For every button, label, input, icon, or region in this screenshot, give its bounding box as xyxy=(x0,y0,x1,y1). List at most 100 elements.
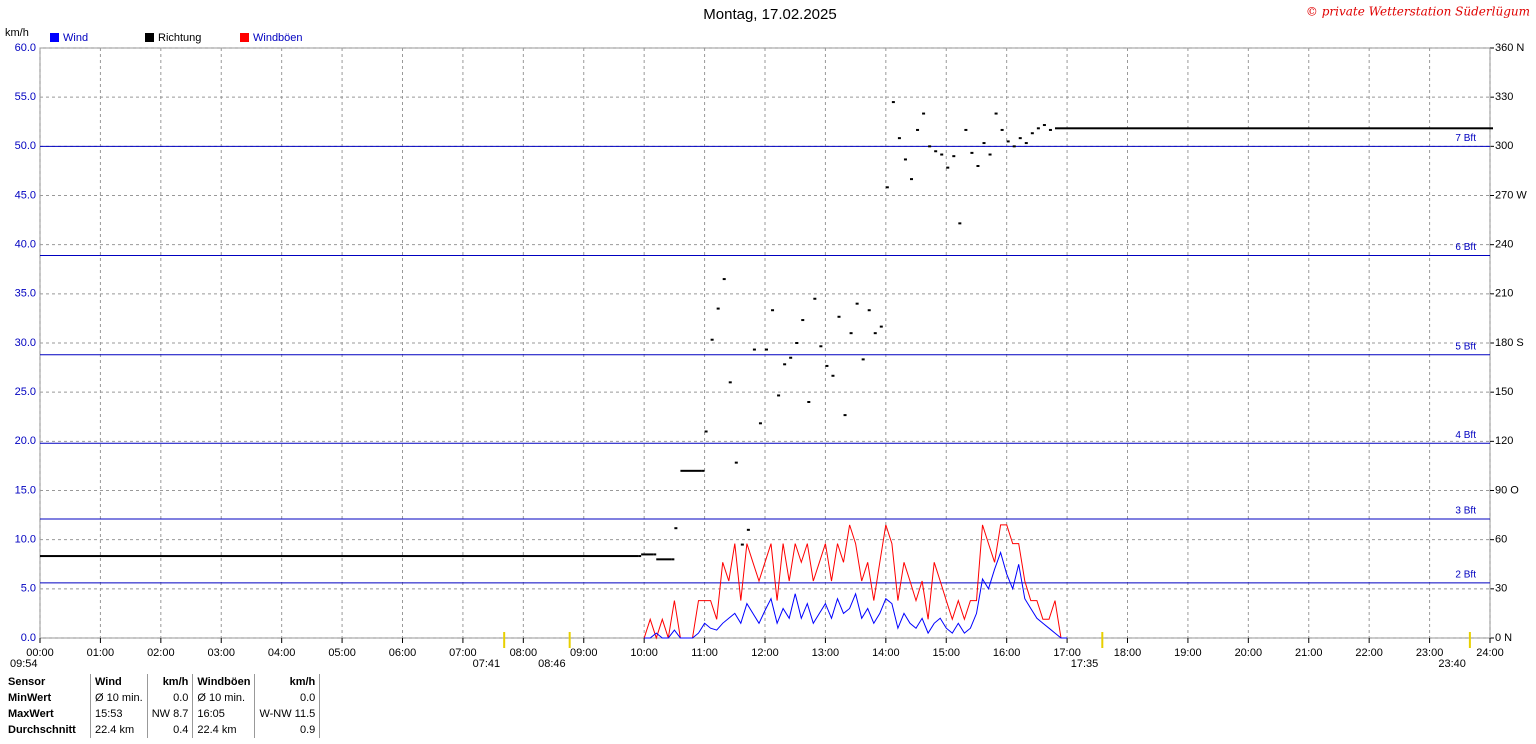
x-tick-label: 06:00 xyxy=(389,647,417,659)
direction-point xyxy=(674,527,678,530)
direction-point xyxy=(958,222,962,225)
y-tick-label: 20.0 xyxy=(15,435,36,447)
cell: 0.4 xyxy=(147,722,194,738)
direction-point xyxy=(825,364,829,367)
direction-point xyxy=(976,165,980,167)
direction-point xyxy=(758,422,762,425)
x-tick-label: 22:00 xyxy=(1355,647,1383,659)
direction-point xyxy=(1006,140,1010,143)
bft-label: 3 Bft xyxy=(1455,506,1476,517)
bft-label: 6 Bft xyxy=(1455,242,1476,253)
y-tick-label: 55.0 xyxy=(15,91,36,103)
bft-label: 5 Bft xyxy=(1455,341,1476,352)
sun-time: 07:41 xyxy=(473,658,501,670)
direction-point xyxy=(952,155,956,158)
y2-tick-label: 0 N xyxy=(1495,632,1512,644)
direction-point xyxy=(819,345,823,348)
cell: W-NW 11.5 xyxy=(254,706,321,722)
direction-point xyxy=(922,112,926,115)
cell: Ø 10 min. xyxy=(192,690,256,706)
direction-point xyxy=(728,381,732,384)
cell: 22.4 km xyxy=(192,722,256,738)
direction-point xyxy=(734,461,738,464)
direction-point xyxy=(1000,128,1004,131)
chart: Montag, 17.02.2025 © private Wetterstati… xyxy=(5,5,1530,670)
direction-point xyxy=(891,101,895,104)
direction-point xyxy=(1018,137,1022,140)
header: km/h xyxy=(147,674,194,690)
direction-point xyxy=(777,394,781,397)
direction-point xyxy=(970,151,974,154)
cell: MinWert xyxy=(4,690,91,706)
y2-tick-label: 360 N xyxy=(1495,42,1524,54)
direction-point xyxy=(1055,127,1490,130)
direction-point xyxy=(771,309,775,312)
cell: 0.9 xyxy=(254,722,321,738)
y-tick-label: 5.0 xyxy=(21,583,36,595)
direction-point xyxy=(994,112,998,115)
bft-label: 4 Bft xyxy=(1455,430,1476,441)
direction-point xyxy=(843,414,847,417)
direction-point xyxy=(855,302,859,305)
direction-point xyxy=(879,325,883,328)
direction-point xyxy=(653,553,657,556)
y2-tick-label: 180 S xyxy=(1495,337,1524,349)
cell: MaxWert xyxy=(4,706,91,722)
direction-point xyxy=(873,332,877,335)
direction-point xyxy=(710,338,714,341)
bft-label: 2 Bft xyxy=(1455,570,1476,581)
stats-table: Sensor Wind km/h Windböen km/h MinWert Ø 10 m… xyxy=(4,674,321,738)
direction-point xyxy=(861,358,865,361)
y-tick-label: 15.0 xyxy=(15,484,36,496)
sun-time: 23:40 xyxy=(1438,658,1466,670)
y2-tick-label: 120 xyxy=(1495,435,1513,447)
y2-tick-label: 330 xyxy=(1495,91,1513,103)
direction-point xyxy=(638,555,642,558)
chart-title: Montag, 17.02.2025 xyxy=(703,6,836,23)
cell: NW 8.7 xyxy=(147,706,194,722)
moon-time: 09:54 xyxy=(10,658,38,670)
x-tick-label: 14:00 xyxy=(872,647,900,659)
x-tick-label: 12:00 xyxy=(751,647,779,659)
legend-swatch xyxy=(50,33,59,42)
legend-swatch xyxy=(145,33,154,42)
legend-swatch xyxy=(240,33,249,42)
direction-point xyxy=(946,166,950,169)
direction-point xyxy=(1030,132,1034,135)
y-tick-label: 10.0 xyxy=(15,534,36,546)
direction-point xyxy=(831,374,835,377)
x-tick-label: 13:00 xyxy=(812,647,840,659)
y2-tick-label: 240 xyxy=(1495,239,1513,251)
cell: 0.0 xyxy=(254,690,321,706)
y2-tick-label: 90 O xyxy=(1495,484,1519,496)
y2-tick-label: 210 xyxy=(1495,288,1513,300)
direction-point xyxy=(849,332,853,335)
legend-label: Wind xyxy=(63,32,88,44)
direction-point xyxy=(885,186,889,189)
cell: 22.4 km xyxy=(90,722,148,738)
direction-point xyxy=(867,309,871,312)
direction-point xyxy=(988,153,992,156)
x-tick-label: 15:00 xyxy=(932,647,960,659)
direction-point xyxy=(716,307,720,310)
direction-point xyxy=(656,558,672,561)
header: Windböen xyxy=(192,674,256,690)
direction-point xyxy=(789,356,793,359)
x-tick-label: 17:00 xyxy=(1053,647,1081,659)
header: Wind xyxy=(90,674,148,690)
y2-tick-label: 60 xyxy=(1495,534,1507,546)
direction-point xyxy=(916,128,920,131)
direction-point xyxy=(40,555,639,558)
direction-point xyxy=(934,150,938,153)
x-tick-label: 09:00 xyxy=(570,647,598,659)
credit: © private Wetterstation Süderlügum xyxy=(1306,5,1530,19)
direction-point xyxy=(1012,145,1016,148)
direction-point xyxy=(1048,128,1052,131)
direction-point xyxy=(746,528,750,531)
cell: 0.0 xyxy=(147,690,194,706)
series-line xyxy=(643,524,1068,640)
x-tick-label: 16:00 xyxy=(993,647,1021,659)
sun-time: 08:46 xyxy=(538,658,566,670)
y-tick-label: 35.0 xyxy=(15,288,36,300)
